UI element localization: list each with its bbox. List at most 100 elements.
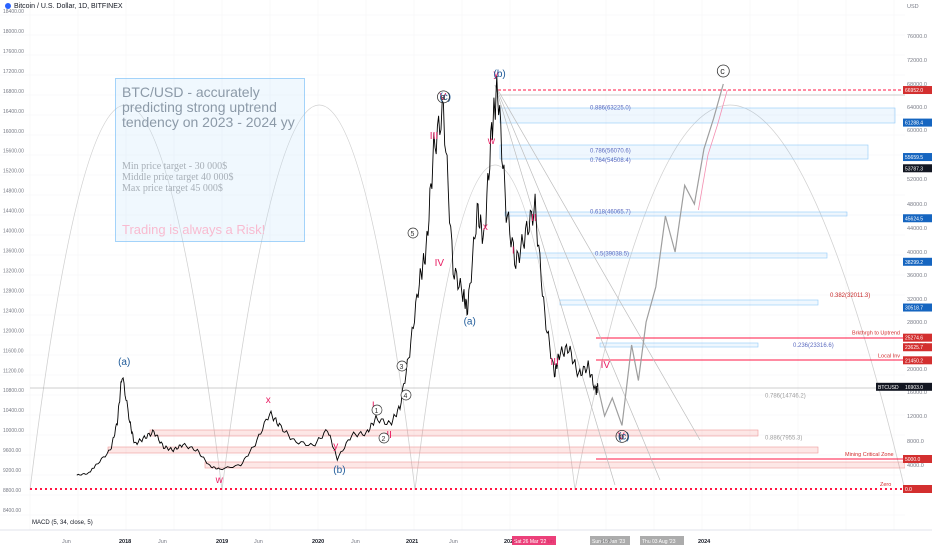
wave-label: y — [493, 69, 498, 80]
price-tag — [903, 153, 932, 162]
price-tag-label: 61288.4 — [905, 121, 923, 127]
time-axis-tick: Jun — [62, 539, 71, 545]
wave-label: (c) — [618, 431, 630, 442]
left-axis-tick: 11200.00 — [3, 368, 24, 374]
wave-label: b — [619, 431, 624, 441]
cycle-arcs — [29, 104, 906, 491]
wave-label: III — [430, 131, 438, 142]
right-axis-tick: 4000.0 — [907, 463, 924, 469]
wave-label: II — [531, 213, 537, 224]
price-tag-label: 53787.3 — [905, 166, 923, 172]
time-axis-tick: 2024 — [698, 539, 711, 545]
price-tag — [903, 86, 932, 95]
left-axis-tick: 10400.00 — [3, 408, 24, 414]
impulse-circle — [407, 227, 419, 239]
right-axis[interactable]: USD76000.072000.068000.064000.060000.056… — [876, 0, 932, 530]
idea-headline: BTC/USD - accurately predicting strong u… — [122, 84, 295, 130]
wave-label: IV — [601, 360, 611, 371]
wave-label: w — [215, 475, 224, 486]
fib-label: 0.786(56070.6) — [590, 149, 631, 155]
left-axis-tick: 13200.00 — [3, 268, 24, 274]
time-axis-tick: 2021 — [406, 539, 418, 545]
price-tag — [903, 343, 932, 352]
right-axis-tick: USD — [907, 4, 919, 10]
price-series-line — [76, 75, 599, 476]
right-axis-tick: 48000.0 — [907, 202, 927, 208]
wave-label: (c) — [439, 92, 451, 103]
price-tag-label: 55659.5 — [905, 155, 923, 161]
wave-label: (b) — [493, 69, 505, 80]
right-axis-tick: 52000.0 — [907, 177, 927, 183]
left-axis-tick: 15200.00 — [3, 169, 24, 175]
right-axis-tick: 44000.0 — [907, 226, 927, 232]
wave-circle — [615, 429, 629, 443]
left-axis-tick: 17600.00 — [3, 49, 24, 55]
wave-label: (a) — [464, 317, 476, 328]
price-tag-label: 30518.7 — [905, 306, 923, 312]
time-axis[interactable]: Jun2018Jun2019Jun2020Jun2021Jun2022Jun20… — [0, 529, 932, 545]
price-tag — [876, 382, 903, 391]
date-label-bg — [640, 536, 684, 545]
left-axis-tick: 8800.00 — [3, 488, 21, 494]
left-axis-tick: 17200.00 — [3, 69, 24, 75]
wave-label: I — [372, 401, 375, 412]
wave-label: II — [386, 430, 392, 441]
right-axis-tick: 60000.0 — [907, 128, 927, 134]
time-axis-tick: 2020 — [312, 539, 324, 545]
chart-title-text: Bitcoin / U.S. Dollar, 1D, BITFINEX — [14, 3, 123, 10]
fib-label: 0.886(63225.0) — [590, 105, 631, 111]
right-axis-tick: 12000.0 — [907, 414, 927, 420]
impulse-number: 1 — [375, 408, 379, 415]
price-tag-label: 25274.6 — [905, 336, 923, 342]
price-tag — [903, 164, 932, 173]
wave-label: x — [483, 222, 488, 233]
right-axis-tick: 28000.0 — [907, 320, 927, 326]
price-tag-label: 45624.5 — [905, 216, 923, 222]
left-axis-tick: 18400.00 — [3, 9, 24, 15]
target-middle: Middle price target 40 000$ — [122, 172, 234, 183]
time-axis-tick: Jun — [158, 539, 167, 545]
annotation-label: Zero — [880, 482, 891, 488]
price-tag-label: 0.0 — [905, 487, 912, 493]
left-axis-tick: 12400.00 — [3, 308, 24, 314]
right-axis-tick: 76000.0 — [907, 34, 927, 40]
impulse-number: 2 — [382, 436, 386, 443]
wave-label: y — [333, 441, 338, 452]
price-tag-label: 16903.0 — [905, 385, 923, 391]
price-tag — [903, 455, 932, 463]
date-label: Sun 15 Jan '23 — [592, 539, 625, 545]
date-labels: Sat 26 Mar '22 Sun 15 Jan '23 Thu 03 Aug '… — [512, 536, 684, 545]
fib-label: 0.886(7955.3) — [765, 435, 802, 441]
target-min: Min price target - 30 000$ — [122, 161, 228, 172]
left-axis-tick: 8400.00 — [3, 508, 21, 514]
left-axis-tick: 16800.00 — [3, 89, 24, 95]
fib-label: 0.764(54508.4) — [590, 158, 631, 164]
left-axis: 18400.00 18000.00 17600.00 17200.00 16800.00… — [3, 9, 24, 514]
date-label: Sat 26 Mar '22 — [514, 539, 547, 545]
time-axis-tick: 2018 — [119, 539, 131, 545]
price-tag — [903, 333, 932, 342]
price-tag — [903, 382, 932, 391]
impulse-number: 3 — [400, 364, 404, 371]
right-axis-tick: 16000.0 — [907, 390, 927, 396]
price-tag-label: 38299.2 — [905, 260, 923, 266]
impulse-circle — [396, 360, 408, 372]
time-axis-tick: 2019 — [216, 539, 228, 545]
right-axis-tick: 40000.0 — [907, 250, 927, 256]
left-axis-tick: 12800.00 — [3, 288, 24, 294]
price-tag-label: 23625.7 — [905, 345, 923, 351]
right-axis-tick: 8000.0 — [907, 439, 924, 445]
price-tag — [903, 356, 932, 365]
wave-label: x — [266, 395, 271, 406]
left-axis-tick: 12000.00 — [3, 328, 24, 334]
fib-zones — [107, 107, 906, 469]
price-tag-label: 66952.0 — [905, 88, 923, 94]
time-axis-tick: Jun — [351, 539, 360, 545]
trend-lines — [494, 84, 905, 486]
left-axis-tick: 14000.00 — [3, 229, 24, 235]
alt-projection-line — [698, 89, 728, 211]
left-axis-tick: 13600.00 — [3, 249, 24, 255]
left-axis-tick: 14800.00 — [3, 189, 24, 195]
fib-label: 0.382(32011.3) — [830, 293, 870, 299]
